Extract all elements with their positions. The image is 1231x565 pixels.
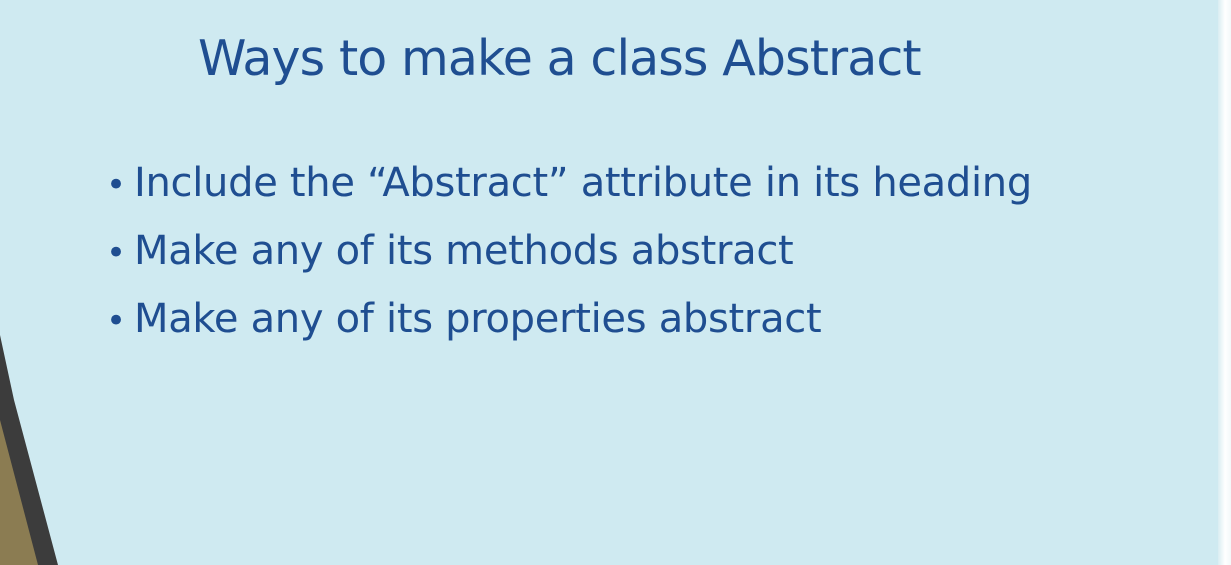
bullet-dot-icon: •: [106, 165, 126, 205]
bullet-text: Make any of its properties abstract: [134, 296, 822, 342]
bullet-list: • Include the “Abstract” attribute in it…: [106, 160, 1032, 364]
left-decorative-stripes: [0, 335, 58, 565]
bullet-text: Make any of its methods abstract: [134, 228, 794, 274]
bullet-dot-icon: •: [106, 233, 126, 273]
bullet-dot-icon: •: [106, 301, 126, 341]
bullet-item: • Make any of its methods abstract: [106, 228, 1032, 296]
slide-right-edge: [1218, 0, 1231, 565]
bullet-text: Include the “Abstract” attribute in its …: [134, 160, 1032, 206]
bullet-item: • Make any of its properties abstract: [106, 296, 1032, 364]
slide-title: Ways to make a class Abstract: [198, 30, 922, 87]
bullet-item: • Include the “Abstract” attribute in it…: [106, 160, 1032, 228]
olive-stripe-shape: [0, 420, 38, 565]
